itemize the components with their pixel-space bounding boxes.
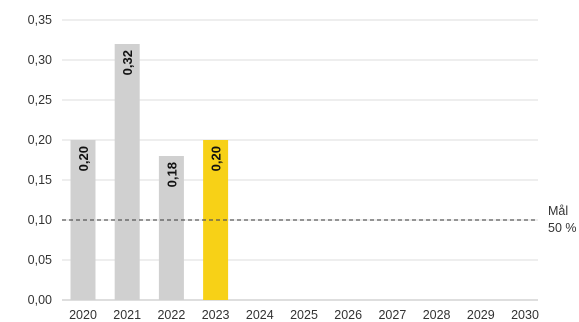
x-tick-label: 2028 [423, 308, 451, 322]
bar-value-label: 0,18 [164, 162, 179, 187]
x-tick-label: 2023 [202, 308, 230, 322]
x-tick-label: 2024 [246, 308, 274, 322]
x-tick-label: 2026 [334, 308, 362, 322]
x-tick-label: 2029 [467, 308, 495, 322]
y-tick-label: 0,30 [28, 53, 52, 67]
bar-value-label: 0,32 [120, 50, 135, 75]
y-axis-tick-labels: 0,00 0,05 0,10 0,15 0,20 0,25 0,30 0,35 [28, 13, 52, 307]
y-tick-label: 0,10 [28, 213, 52, 227]
bar-value-label: 0,20 [76, 146, 91, 171]
y-tick-label: 0,20 [28, 133, 52, 147]
x-tick-label: 2021 [113, 308, 141, 322]
x-tick-label: 2030 [511, 308, 539, 322]
bars [70, 44, 229, 300]
x-tick-label: 2027 [378, 308, 406, 322]
y-tick-label: 0,35 [28, 13, 52, 27]
target-label-line2: 50 % [548, 221, 577, 235]
y-tick-label: 0,00 [28, 293, 52, 307]
y-tick-label: 0,25 [28, 93, 52, 107]
bar-data-labels: 0,20 0,32 0,18 0,20 [76, 50, 224, 187]
bar-value-label: 0,20 [209, 146, 224, 171]
bar [114, 44, 140, 300]
y-tick-label: 0,05 [28, 253, 52, 267]
y-tick-label: 0,15 [28, 173, 52, 187]
x-tick-label: 2022 [157, 308, 185, 322]
x-tick-label: 2020 [69, 308, 97, 322]
x-tick-label: 2025 [290, 308, 318, 322]
x-axis-tick-labels: 2020 2021 2022 2023 2024 2025 2026 2027 2028 2029… [69, 308, 539, 322]
target-label-line1: Mål [548, 204, 568, 218]
bar [158, 156, 184, 300]
